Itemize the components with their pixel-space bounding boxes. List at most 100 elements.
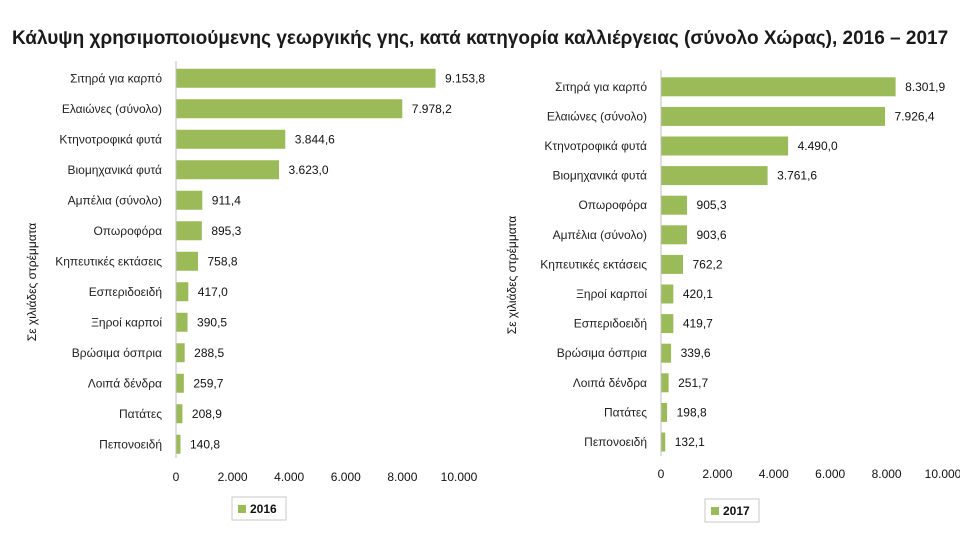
bar <box>176 190 203 210</box>
category-label: Πεπονοειδή <box>584 435 647 449</box>
category-label: Ελαιώνες (σύνολο) <box>547 109 647 123</box>
x-tick-label: 6.000 <box>815 467 845 481</box>
data-label: 259,7 <box>193 376 223 390</box>
legend-swatch <box>238 505 246 513</box>
x-tick-label: 2.000 <box>702 467 732 481</box>
category-label: Πατάτες <box>119 407 162 421</box>
x-tick-label: 2.000 <box>218 470 248 484</box>
data-label: 420,1 <box>683 287 713 301</box>
bar <box>661 136 789 156</box>
legend-label: 2016 <box>250 502 277 516</box>
bar <box>176 221 202 241</box>
category-label: Ελαιώνες (σύνολο) <box>62 102 162 116</box>
category-label: Εσπεριδοειδή <box>574 317 647 331</box>
category-label: Βιομηχανικά φυτά <box>68 163 163 177</box>
legend-box <box>231 496 287 521</box>
bar <box>176 99 403 119</box>
legend: 2016 <box>231 496 287 521</box>
bar <box>176 160 280 180</box>
bar <box>176 129 286 149</box>
bar <box>661 284 674 304</box>
data-label: 417,0 <box>198 285 228 299</box>
category-label: Βρώσιμα όσπρια <box>557 346 647 360</box>
category-label: Οπωροφόρα <box>93 224 162 238</box>
data-label: 3.623,0 <box>289 163 329 177</box>
bar <box>661 195 688 215</box>
data-label: 9.153,8 <box>445 71 485 85</box>
data-label: 762,2 <box>692 257 722 271</box>
y-axis-label: Σε χιλιάδες στρέμματα <box>25 223 39 341</box>
y-axis-label: Σε χιλιάδες στρέμματα <box>505 216 519 334</box>
x-tick-label: 6.000 <box>331 470 361 484</box>
data-label: 7.926,4 <box>895 109 935 123</box>
bar-chart-2017: Σιτηρά για καρπό 8.301,9 Ελαιώνες (σύνολο)… <box>505 70 960 523</box>
legend-swatch <box>711 507 719 515</box>
category-label: Πεπονοειδή <box>99 437 162 451</box>
category-label: Κηπευτικές εκτάσεις <box>55 254 162 268</box>
data-label: 903,6 <box>696 228 726 242</box>
category-label: Ξηροί καρποί <box>91 315 162 329</box>
category-label: Κηπευτικές εκτάσεις <box>540 257 647 271</box>
legend-box <box>704 498 760 523</box>
data-label: 251,7 <box>678 376 708 390</box>
category-label: Σιτηρά για καρπό <box>70 71 162 85</box>
data-label: 198,8 <box>677 405 707 419</box>
category-label: Βρώσιμα όσπρια <box>72 346 162 360</box>
bar <box>661 402 668 422</box>
data-label: 132,1 <box>675 435 705 449</box>
category-label: Πατάτες <box>604 405 647 419</box>
category-label: Βιομηχανικά φυτά <box>553 169 648 183</box>
category-label: Ξηροί καρποί <box>576 287 647 301</box>
category-label: Κτηνοτροφικά φυτά <box>59 132 162 146</box>
bar <box>661 77 896 97</box>
bar <box>176 282 189 302</box>
x-tick-label: 4.000 <box>274 470 304 484</box>
category-label: Κτηνοτροφικά φυτά <box>544 139 647 153</box>
data-label: 140,8 <box>190 437 220 451</box>
bar-chart-2016: Σιτηρά για καρπό 9.153,8 Ελαιώνες (σύνολο)… <box>25 61 485 521</box>
data-label: 7.978,2 <box>412 102 452 116</box>
bar <box>661 225 687 245</box>
category-label: Αμπέλια (σύνολο) <box>68 193 162 207</box>
category-label: Εσπεριδοειδή <box>89 285 162 299</box>
bar <box>661 254 683 274</box>
x-tick-label: 4.000 <box>759 467 789 481</box>
bar <box>661 314 674 334</box>
data-label: 8.301,9 <box>905 80 945 94</box>
x-tick-label: 8.000 <box>872 467 902 481</box>
data-label: 758,8 <box>207 254 237 268</box>
category-label: Λοιπά δένδρα <box>573 376 647 390</box>
bar <box>176 373 184 393</box>
data-label: 895,3 <box>211 224 241 238</box>
legend: 2017 <box>704 498 760 523</box>
data-label: 911,4 <box>212 193 241 207</box>
bar <box>176 68 436 88</box>
data-label: 3.844,6 <box>295 132 335 146</box>
bar <box>661 373 669 393</box>
x-tick-label: 10.000 <box>441 470 478 484</box>
data-label: 905,3 <box>697 198 727 212</box>
x-tick-label: 10.000 <box>925 467 960 481</box>
data-label: 4.490,0 <box>798 139 838 153</box>
page-title: Κάλυψη χρησιμοποιούμενης γεωργικής γης, … <box>12 28 949 49</box>
bar <box>661 166 768 186</box>
bar <box>661 432 666 452</box>
data-label: 339,6 <box>681 346 711 360</box>
category-label: Αμπέλια (σύνολο) <box>553 228 647 242</box>
data-label: 288,5 <box>194 346 224 360</box>
data-label: 390,5 <box>197 315 227 329</box>
bar <box>661 106 886 126</box>
bar <box>176 404 183 424</box>
data-label: 3.761,6 <box>777 169 817 183</box>
x-tick-label: 8.000 <box>387 470 417 484</box>
data-label: 419,7 <box>683 317 713 331</box>
bar <box>176 312 188 332</box>
bar <box>176 343 185 363</box>
category-label: Λοιπά δένδρα <box>88 376 162 390</box>
bar <box>661 343 672 363</box>
x-tick-label: 0 <box>658 467 665 481</box>
data-label: 208,9 <box>192 407 222 421</box>
legend-label: 2017 <box>723 504 750 518</box>
category-label: Οπωροφόρα <box>578 198 647 212</box>
category-label: Σιτηρά για καρπό <box>555 80 647 94</box>
